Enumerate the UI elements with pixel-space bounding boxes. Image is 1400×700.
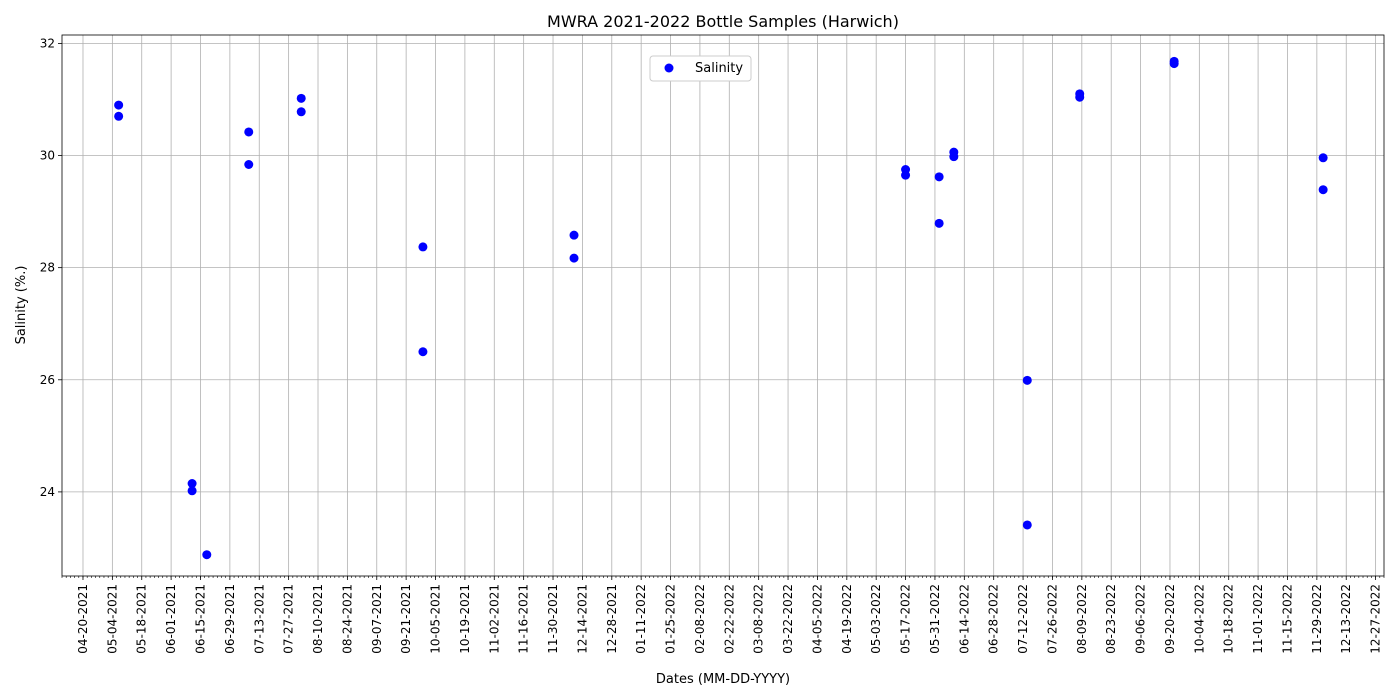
y-axis-label: Salinity (%.) <box>14 266 29 345</box>
y-axis-ticks: 24 26 28 30 32 <box>40 36 62 499</box>
data-point <box>114 100 124 110</box>
x-tick-label: 03-22-2022 <box>781 584 795 654</box>
x-tick-label: 05-04-2021 <box>105 584 119 654</box>
x-tick-label: 06-15-2021 <box>193 584 207 654</box>
x-tick-label: 12-13-2022 <box>1339 584 1353 654</box>
legend-marker <box>664 63 674 73</box>
x-axis-ticks: 04-20-2021 05-04-2021 05-18-2021 06-01-2021… <box>76 576 1383 654</box>
x-tick-label: 11-30-2021 <box>546 584 560 654</box>
data-point <box>934 172 944 182</box>
data-point <box>949 152 959 162</box>
x-tick-label: 09-06-2022 <box>1134 584 1148 654</box>
y-tick-label: 24 <box>40 485 55 499</box>
x-tick-label: 07-27-2021 <box>282 584 296 654</box>
x-tick-label: 05-18-2021 <box>135 584 149 654</box>
x-tick-label: 01-11-2022 <box>634 584 648 654</box>
grid-lines <box>62 35 1384 576</box>
data-point <box>418 347 428 357</box>
y-tick-label: 30 <box>40 149 55 163</box>
x-tick-label: 05-17-2022 <box>899 584 913 654</box>
x-tick-label: 08-10-2021 <box>311 584 325 654</box>
x-tick-label: 02-22-2022 <box>722 584 736 654</box>
x-tick-label: 12-27-2022 <box>1369 584 1383 654</box>
data-point <box>114 111 124 121</box>
y-tick-label: 28 <box>40 261 55 275</box>
data-point <box>187 478 197 488</box>
legend-label: Salinity <box>695 61 743 76</box>
x-tick-label: 10-05-2021 <box>429 584 443 654</box>
data-point <box>202 550 212 560</box>
data-point <box>569 253 579 263</box>
x-tick-label: 06-28-2022 <box>987 584 1001 654</box>
x-tick-label: 11-01-2022 <box>1251 584 1265 654</box>
data-point <box>296 107 306 117</box>
x-tick-label: 06-29-2021 <box>223 584 237 654</box>
x-tick-label: 05-31-2022 <box>928 584 942 654</box>
data-point <box>1022 375 1032 385</box>
x-tick-label: 10-19-2021 <box>458 584 472 654</box>
data-point <box>1318 153 1328 163</box>
x-tick-label: 02-08-2022 <box>693 584 707 654</box>
x-tick-label: 03-08-2022 <box>752 584 766 654</box>
x-tick-label: 10-18-2022 <box>1222 584 1236 654</box>
y-tick-label: 26 <box>40 373 55 387</box>
data-point <box>418 242 428 252</box>
chart-title: MWRA 2021-2022 Bottle Samples (Harwich) <box>547 12 899 31</box>
data-point <box>244 160 254 170</box>
x-tick-label: 11-15-2022 <box>1280 584 1294 654</box>
x-tick-label: 04-05-2022 <box>810 584 824 654</box>
data-point <box>569 230 579 240</box>
data-point <box>296 93 306 103</box>
x-tick-label: 11-16-2021 <box>517 584 531 654</box>
x-tick-label: 11-29-2022 <box>1310 584 1324 654</box>
data-point <box>1075 92 1085 102</box>
x-tick-label: 05-03-2022 <box>869 584 883 654</box>
data-point <box>1169 59 1179 69</box>
data-point <box>901 170 911 180</box>
x-tick-label: 09-21-2021 <box>399 584 413 654</box>
x-tick-label: 07-13-2021 <box>252 584 266 654</box>
data-points <box>114 56 1328 560</box>
x-tick-label: 08-09-2022 <box>1075 584 1089 654</box>
x-tick-label: 08-24-2021 <box>340 584 354 654</box>
x-tick-label: 04-19-2022 <box>840 584 854 654</box>
x-tick-label: 07-26-2022 <box>1045 584 1059 654</box>
x-tick-label: 12-28-2021 <box>605 584 619 654</box>
x-tick-label: 11-02-2021 <box>487 584 501 654</box>
x-tick-label: 07-12-2022 <box>1016 584 1030 654</box>
x-axis-label: Dates (MM-DD-YYYY) <box>656 672 790 687</box>
legend-box <box>649 55 752 82</box>
x-tick-label: 04-20-2021 <box>76 584 90 654</box>
plot-frame <box>61 34 1385 577</box>
x-tick-label: 06-14-2022 <box>957 584 971 654</box>
data-point <box>244 127 254 137</box>
data-point <box>1318 185 1328 195</box>
x-tick-label: 12-14-2021 <box>575 584 589 654</box>
x-tick-label: 06-01-2021 <box>164 584 178 654</box>
x-tick-label: 10-04-2022 <box>1192 584 1206 654</box>
x-tick-label: 01-25-2022 <box>664 584 678 654</box>
x-tick-label: 08-23-2022 <box>1104 584 1118 654</box>
data-point <box>1022 520 1032 530</box>
data-point <box>187 486 197 496</box>
legend: Salinity <box>649 55 752 82</box>
y-tick-label: 32 <box>40 36 55 50</box>
x-tick-label: 09-07-2021 <box>370 584 384 654</box>
data-point <box>934 218 944 228</box>
x-tick-label: 09-20-2022 <box>1163 584 1177 654</box>
